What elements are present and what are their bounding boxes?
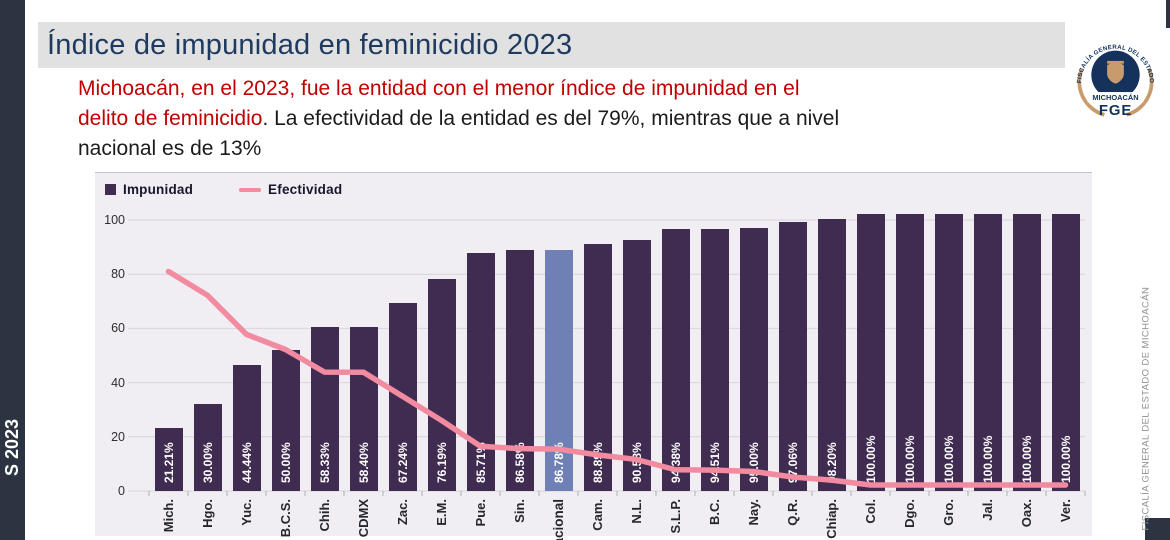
intro-line-2: delito de feminicidio. La efectividad de…	[78, 107, 840, 130]
impunidad-bar-EM	[427, 278, 456, 491]
y-axis-tick-label: 80	[111, 267, 125, 282]
impunidad-bar-BCS	[271, 349, 300, 491]
fge-logo: FISCALÍA GENERAL DEL ESTADO MICHOACÁN FG…	[1069, 33, 1162, 126]
impunidad-bar-Hgo	[193, 403, 222, 491]
y-axis-tick-label: 60	[111, 321, 125, 336]
impunidad-legend-swatch	[105, 184, 116, 195]
impunidad-bar-Ver	[1051, 214, 1080, 491]
impunidad-bar-Dgo	[895, 214, 924, 491]
impunidad-bar-NL	[622, 239, 651, 491]
impunidad-bar-Nay	[739, 227, 768, 491]
laurel-left	[1077, 67, 1105, 117]
chart-legend: Impunidad Efectividad	[105, 182, 342, 197]
fge-logo-emblem: FISCALÍA GENERAL DEL ESTADO MICHOACÁN FG…	[1070, 34, 1161, 125]
impunidad-legend-label: Impunidad	[123, 182, 194, 197]
y-axis-tick-label: 100	[104, 213, 125, 227]
logo-acronym-text: FGE	[1099, 103, 1132, 119]
efectividad-line-layer	[165, 268, 1069, 488]
y-axis-tick-label: 20	[111, 429, 125, 444]
efectividad-legend-label: Efectividad	[268, 182, 343, 197]
bottom-right-corner-block	[1145, 518, 1170, 540]
impunidad-bar-Oax	[1012, 214, 1041, 491]
coat-of-arms-icon	[1107, 60, 1124, 84]
intro-line-1: Michoacán, en el 2023, fue la entidad co…	[78, 77, 800, 100]
title-bar: Índice de impunidad en feminicidio 2023	[38, 22, 1065, 68]
page-title: Índice de impunidad en feminicidio 2023	[47, 29, 573, 61]
chart-plot: 0 20 40 60 80 100 21.21% Mich. 30.00% Hgo. 44.44% Y…	[95, 173, 1092, 540]
y-axis-tick-label: 40	[111, 375, 125, 390]
impunidad-bar-QR	[778, 221, 807, 491]
impunidad-bar-BC	[700, 228, 729, 491]
impunidad-bar-Yuc	[232, 364, 261, 491]
impunidad-bar-Gro	[934, 214, 963, 491]
impunidad-bar-SLP	[661, 229, 690, 491]
side-caption: FISCALÍA GENERAL DEL ESTADO DE MICHOACÁN	[1140, 286, 1152, 531]
impunidad-bar-Cam	[583, 244, 612, 491]
top-right-border	[1166, 0, 1170, 28]
impunidad-bar-Chiap	[817, 218, 846, 491]
impunidad-bar-CDMX	[349, 326, 378, 491]
impunidad-bar-Jal	[973, 214, 1002, 491]
intro-line-3: nacional es de 13%	[78, 137, 262, 160]
laurel-right	[1126, 67, 1154, 117]
impunidad-bar-Chih	[310, 326, 339, 491]
efectividad-line	[165, 268, 1069, 488]
chart-panel: Impunidad Efectividad 0 20 40 60 80 100 21.21%…	[95, 172, 1092, 540]
impunidad-bar-Col	[856, 214, 885, 491]
logo-state-text: MICHOACÁN	[1092, 93, 1138, 102]
y-axis-tick-label: 0	[118, 484, 125, 498]
intro-paragraph: Michoacán, en el 2023, fue la entidad co…	[78, 74, 1038, 164]
efectividad-legend-swatch	[239, 187, 262, 192]
left-sidebar-strip: S 2023	[0, 0, 25, 540]
impunidad-bar-Pue	[466, 252, 495, 491]
sidebar-year-label: S 2023	[2, 418, 22, 476]
impunidad-bar-Mich	[154, 427, 183, 491]
